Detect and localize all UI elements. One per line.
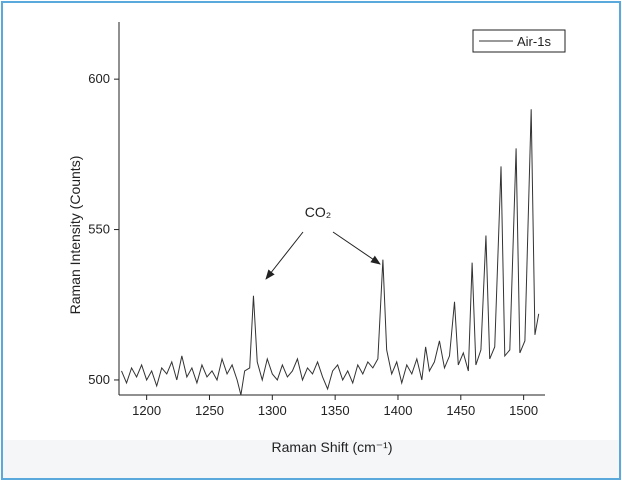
y-tick-label: 550 [88, 222, 110, 237]
legend-box [472, 29, 566, 53]
annotation: CO₂ [305, 204, 331, 220]
x-tick-label: 1400 [384, 403, 413, 418]
footer-bg [3, 440, 619, 478]
legend-label: Air-1s [517, 34, 551, 49]
y-axis-label: Raman Intensity (Counts) [67, 156, 83, 315]
y-tick-label: 600 [88, 71, 110, 86]
x-tick-label: 1300 [258, 403, 287, 418]
x-tick-label: 1250 [195, 403, 224, 418]
x-tick-label: 1450 [446, 403, 475, 418]
y-tick-label: 500 [88, 372, 110, 387]
x-tick-label: 1500 [509, 403, 538, 418]
x-tick-label: 1350 [321, 403, 350, 418]
data-line [121, 109, 540, 396]
x-tick-label: 1200 [132, 403, 161, 418]
x-axis-label: Raman Shift (cm⁻¹) [272, 439, 393, 455]
arrow [265, 231, 304, 280]
arrow [332, 231, 381, 265]
